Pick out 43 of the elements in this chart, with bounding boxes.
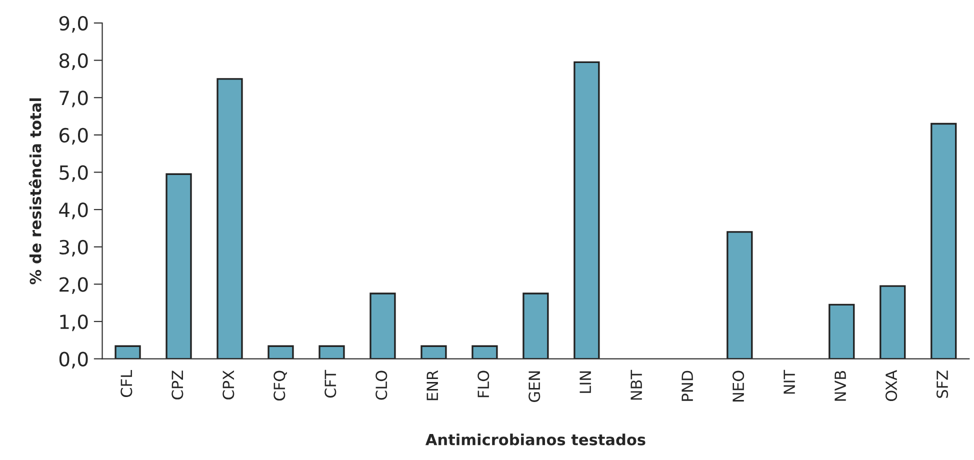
bar	[930, 122, 957, 359]
x-tick-label: ENR	[426, 370, 438, 400]
x-tick-label: LIN	[580, 371, 591, 393]
y-tick-label: 6,0	[60, 128, 88, 145]
bar	[216, 78, 243, 359]
y-tick-label: 2,0	[60, 277, 88, 294]
x-axis-title: Antimicrobianos testados	[425, 434, 646, 446]
y-tick-label: 8,0	[59, 53, 88, 70]
x-tick-label: CFT	[324, 370, 336, 398]
x-tick-label: CLO	[376, 370, 388, 400]
bar	[726, 231, 753, 359]
bar	[472, 345, 498, 359]
bar	[114, 345, 141, 359]
x-tick-label: NBT	[630, 370, 642, 400]
bar	[318, 345, 345, 359]
x-tick-label: NIT	[784, 370, 795, 394]
y-tick-label: 0,0	[59, 352, 88, 368]
bar	[828, 304, 855, 359]
bar	[166, 173, 192, 359]
x-tick-label: OXA	[886, 370, 898, 402]
x-tick-label: NVB	[834, 370, 846, 401]
y-tick-label: 1,0	[60, 314, 88, 332]
y-tick-label: 9,0	[59, 16, 88, 33]
x-tick-label: CFQ	[274, 370, 287, 401]
x-tick-label: PND	[682, 370, 693, 401]
bar	[574, 61, 600, 359]
x-tick-label: GEN	[528, 371, 540, 402]
y-axis-title: % de resistência total	[28, 98, 42, 284]
bar	[420, 345, 447, 359]
x-tick-label: NEO	[732, 370, 744, 402]
x-tick-label: CPX	[222, 370, 234, 400]
y-tick-label: 4,0	[59, 202, 88, 220]
y-tick-label: 3,0	[60, 240, 88, 257]
bar	[268, 345, 294, 359]
bar	[522, 292, 549, 359]
y-tick-label: 7,0	[60, 90, 88, 108]
x-tick-label: SFZ	[936, 370, 948, 398]
x-tick-label: CFL	[120, 370, 132, 398]
x-tick-label: CPZ	[172, 370, 184, 400]
bar	[370, 292, 396, 359]
x-tick-label: FLO	[478, 370, 490, 398]
bar	[880, 285, 906, 359]
y-tick-label: 5,0	[60, 165, 88, 182]
